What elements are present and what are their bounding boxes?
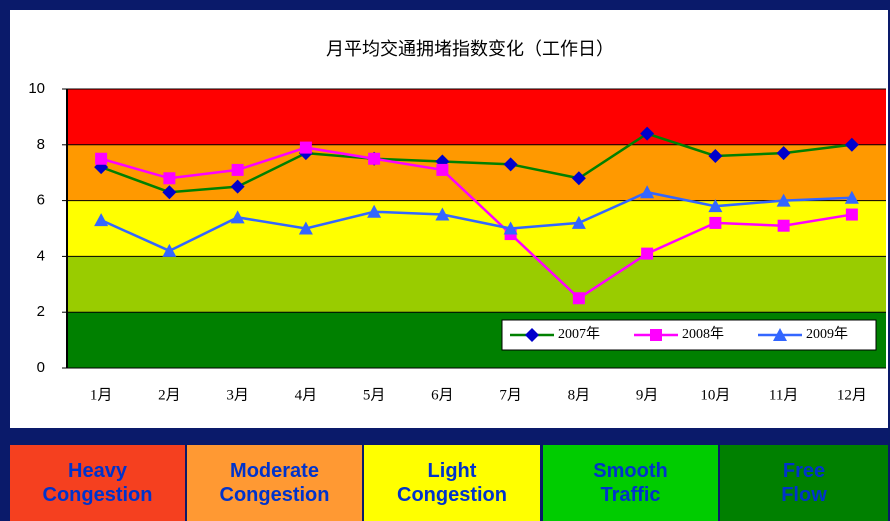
legend-label: 2007年 bbox=[558, 326, 600, 342]
level-box: Smooth Traffic bbox=[543, 445, 718, 521]
marker bbox=[776, 193, 791, 207]
marker bbox=[572, 292, 585, 305]
marker bbox=[773, 328, 787, 341]
marker bbox=[231, 163, 244, 176]
marker bbox=[708, 148, 723, 163]
marker bbox=[571, 215, 586, 229]
marker bbox=[299, 141, 312, 154]
marker bbox=[777, 219, 790, 232]
level-box: Heavy Congestion bbox=[10, 445, 185, 521]
x-tick-label: 11月 bbox=[769, 387, 798, 403]
x-tick-label: 6月 bbox=[431, 387, 454, 403]
marker bbox=[776, 146, 791, 161]
legend-box bbox=[501, 319, 877, 351]
level-band bbox=[67, 200, 886, 257]
marker bbox=[298, 221, 313, 235]
legend-label: 2008年 bbox=[682, 326, 724, 342]
x-tick-label: 8月 bbox=[568, 387, 591, 403]
level-box: Moderate Congestion bbox=[187, 445, 362, 521]
marker bbox=[503, 157, 518, 172]
marker bbox=[845, 208, 858, 221]
marker bbox=[162, 185, 177, 200]
y-tick-label: 0 bbox=[37, 359, 45, 376]
marker bbox=[368, 152, 381, 165]
marker bbox=[503, 221, 518, 235]
level-box: Free Flow bbox=[720, 445, 888, 521]
level-band bbox=[67, 89, 886, 145]
level-box: Light Congestion bbox=[364, 445, 540, 521]
y-tick-label: 4 bbox=[37, 247, 45, 264]
x-tick-label: 3月 bbox=[226, 387, 249, 403]
marker bbox=[367, 204, 382, 218]
marker bbox=[94, 213, 109, 227]
level-label: Moderate Congestion bbox=[219, 460, 330, 506]
level-label: Free Flow bbox=[781, 460, 827, 506]
marker bbox=[230, 210, 245, 224]
level-band bbox=[67, 256, 886, 313]
y-tick-label: 6 bbox=[37, 192, 45, 209]
marker bbox=[641, 247, 654, 260]
x-tick-label: 12月 bbox=[837, 387, 867, 403]
marker bbox=[436, 163, 449, 176]
series-line bbox=[100, 132, 853, 194]
marker bbox=[640, 126, 655, 141]
x-tick-label: 2月 bbox=[158, 387, 181, 403]
marker bbox=[571, 171, 586, 186]
level-label: Smooth Traffic bbox=[593, 460, 668, 506]
x-tick-label: 4月 bbox=[295, 387, 318, 403]
legend-label: 2009年 bbox=[806, 326, 848, 342]
marker bbox=[435, 207, 450, 221]
x-tick-label: 5月 bbox=[363, 387, 386, 403]
marker bbox=[163, 172, 176, 185]
marker bbox=[844, 190, 859, 204]
x-tick-label: 1月 bbox=[90, 387, 113, 403]
chart-title: 月平均交通拥堵指数变化（工作日） bbox=[326, 39, 614, 59]
series-line bbox=[100, 190, 852, 253]
marker bbox=[844, 137, 859, 152]
x-tick-label: 9月 bbox=[636, 387, 659, 403]
marker bbox=[95, 152, 108, 165]
level-label: Light Congestion bbox=[397, 460, 507, 506]
marker bbox=[650, 329, 662, 341]
marker bbox=[230, 179, 245, 194]
x-tick-label: 10月 bbox=[700, 387, 730, 403]
marker bbox=[709, 216, 722, 229]
x-tick-label: 7月 bbox=[499, 387, 522, 403]
marker bbox=[162, 243, 177, 257]
y-tick-label: 8 bbox=[37, 136, 45, 153]
y-tick-label: 2 bbox=[37, 303, 45, 320]
y-tick-label: 10 bbox=[28, 80, 45, 97]
marker bbox=[640, 185, 655, 199]
level-label: Heavy Congestion bbox=[42, 460, 153, 506]
marker bbox=[708, 199, 723, 213]
series-line bbox=[100, 146, 853, 300]
chart: 月平均交通拥堵指数变化（工作日） 0 2 4 6 8 10 1月 2月 3月 4月 5月 6月 7月 8月… bbox=[10, 10, 888, 428]
marker bbox=[525, 328, 539, 342]
